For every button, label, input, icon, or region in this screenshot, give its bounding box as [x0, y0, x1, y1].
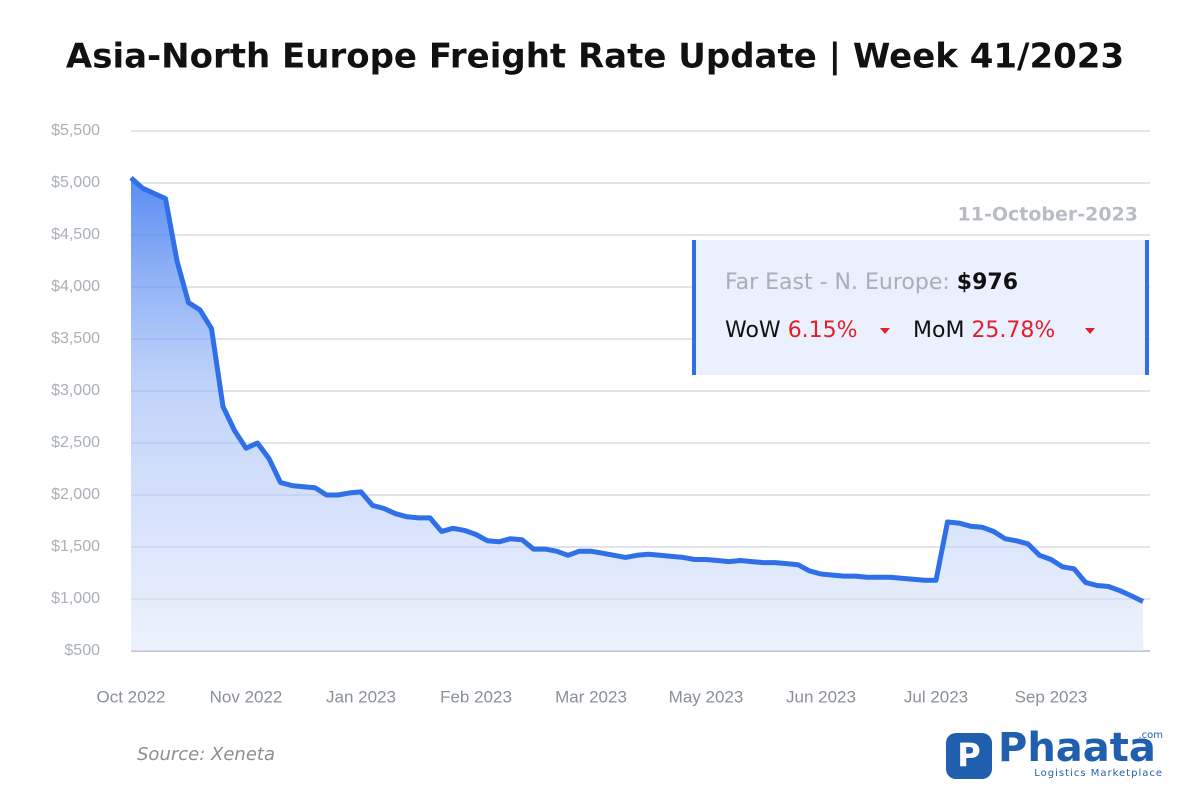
series-name: Far East - N. Europe: — [725, 270, 950, 295]
source: Source: Xeneta — [137, 744, 275, 765]
mom-value: 25.78% — [971, 318, 1055, 343]
wow-value: 6.15% — [788, 318, 858, 343]
down-arrow — [1085, 328, 1095, 334]
x-tick-label: Oct 2022 — [97, 687, 166, 706]
tooltip-label: Far East - N. Europe: $976 — [725, 270, 1018, 295]
x-tick-label: May 2023 — [669, 687, 744, 706]
y-tick-label: $500 — [64, 642, 100, 659]
area — [131, 177, 1143, 652]
tooltip-date: 11-October-2023 — [958, 204, 1139, 226]
logo-name: Phaata — [998, 725, 1156, 771]
tooltip-box — [693, 240, 1148, 375]
wow-label: WoW — [725, 318, 781, 343]
logo: P Phaata .com Logistics Marketplace — [946, 725, 1163, 779]
logo-icon — [946, 733, 992, 779]
tooltip-changes: MoM 25.78% — [913, 318, 1055, 343]
plot-area: $500 $1,000 $1,500 $2,000 $2,500 $3,000 $3,500… — [51, 122, 1150, 706]
x-tick-label: Nov 2022 — [210, 687, 283, 706]
tooltip: 11-October-2023 Far East - N. Europe: $9… — [692, 204, 1149, 375]
logo-suffix: .com — [1138, 730, 1163, 741]
logo-tagline: Logistics Marketplace — [1034, 768, 1163, 779]
y-tick-label: $3,500 — [51, 330, 100, 347]
tooltip-border — [692, 240, 696, 375]
down-arrow — [880, 328, 890, 334]
x-tick-label: Jul 2023 — [904, 687, 968, 706]
y-tick-label: $3,000 — [51, 382, 100, 399]
tooltip-border — [1145, 240, 1149, 375]
y-tick-label: $1,000 — [51, 590, 100, 607]
y-tick-label: $1,500 — [51, 538, 100, 555]
y-tick-label: $5,500 — [51, 122, 100, 139]
tooltip-value: $976 — [957, 270, 1018, 295]
x-tick-label: Sep 2023 — [1015, 687, 1088, 706]
tooltip-changes: WoW 6.15% — [725, 318, 858, 343]
y-tick-label: $4,500 — [51, 226, 100, 243]
x-tick-label: Jun 2023 — [786, 687, 856, 706]
y-tick-label: $5,000 — [51, 174, 100, 191]
y-tick-label: $2,000 — [51, 486, 100, 503]
y-tick-label: $2,500 — [51, 434, 100, 451]
logo-icon-letter: P — [957, 736, 980, 774]
y-tick-label: $4,000 — [51, 278, 100, 295]
line — [129, 175, 1145, 604]
x-tick-label: Jan 2023 — [326, 687, 396, 706]
chart-title: Asia-North Europe Freight Rate Update | … — [66, 37, 1124, 77]
mom-label: MoM — [913, 318, 964, 343]
x-tick-label: Feb 2023 — [440, 687, 512, 706]
x-tick-label: Mar 2023 — [555, 687, 627, 706]
